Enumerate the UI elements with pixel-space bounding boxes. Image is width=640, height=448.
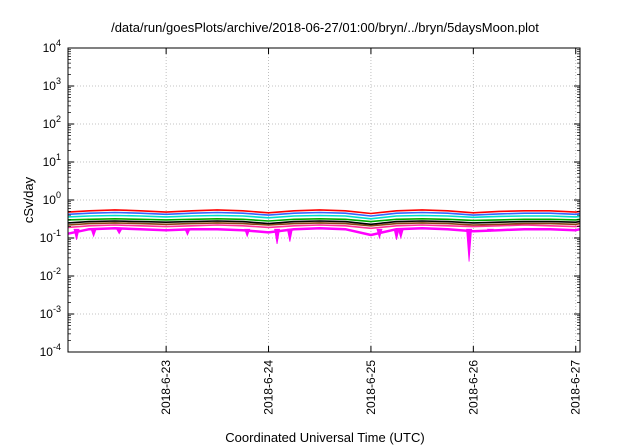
y-tick-label: 10-3 <box>40 304 61 321</box>
y-tick-label: 10-4 <box>40 342 61 359</box>
series-dip <box>244 228 251 238</box>
series-dip <box>184 228 191 236</box>
y-axis-ticks: 10-4 10-3 10-2 10-1 100 101 102 103 104 <box>40 38 580 359</box>
y-axis-label: cSv/day <box>21 176 36 223</box>
grid <box>68 48 580 352</box>
series-dip <box>286 228 293 242</box>
y-tick-label: 10-1 <box>40 228 61 245</box>
x-tick-label: 2018-6-25 <box>364 360 378 415</box>
series-line <box>67 224 581 230</box>
series-dip <box>116 228 123 235</box>
series-dip <box>90 228 97 238</box>
series-line <box>67 220 581 226</box>
y-tick-label: 103 <box>43 76 61 93</box>
series-dip <box>393 228 400 240</box>
x-tick-label: 2018-6-24 <box>262 360 276 415</box>
x-tick-label: 2018-6-27 <box>569 360 583 415</box>
y-tick-label: 102 <box>43 114 61 131</box>
series-dip <box>466 228 472 262</box>
x-axis-ticks: 2018-6-23 2018-6-24 2018-6-25 2018-6-26 2018… <box>159 48 583 415</box>
y-tick-label: 100 <box>43 190 61 207</box>
series-line <box>67 222 581 227</box>
series-dip <box>376 228 383 240</box>
y-tick-label: 101 <box>43 152 61 169</box>
x-axis-label: Coordinated Universal Time (UTC) <box>225 430 424 445</box>
series-line <box>67 218 581 223</box>
x-tick-label: 2018-6-23 <box>159 360 173 415</box>
series-dip <box>556 228 562 231</box>
series-line <box>67 209 581 215</box>
y-tick-label: 104 <box>43 38 61 55</box>
series-dip <box>486 228 495 232</box>
series-dip <box>397 228 404 240</box>
series-layer <box>67 209 581 262</box>
x-tick-label: 2018-6-26 <box>466 360 480 415</box>
y-tick-label: 10-2 <box>40 266 61 283</box>
series-line <box>67 211 581 217</box>
series-dip <box>73 228 80 240</box>
series-dip <box>274 228 281 244</box>
series-line <box>67 227 581 237</box>
series-line <box>67 214 581 220</box>
chart-title: /data/run/goesPlots/archive/2018-06-27/0… <box>111 20 539 35</box>
